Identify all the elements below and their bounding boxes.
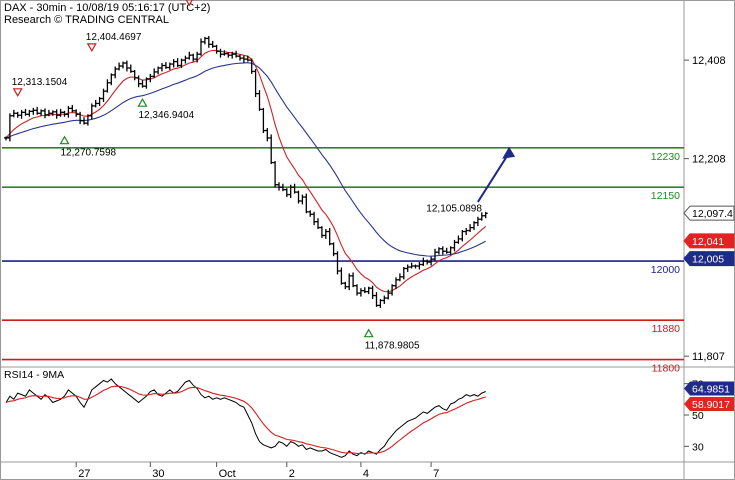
trough-label: 11,878.9805 [365,341,420,352]
trough-marker [137,97,148,107]
price-badge-label: 12,005 [692,254,724,266]
price-badge [683,233,735,249]
x-tick-label: Oct [219,468,236,480]
rsi-y-tick-label: 50 [692,410,704,422]
x-tick-label: 2 [289,468,295,480]
level-label: 12230 [651,151,680,163]
projection-arrow-head [502,146,516,159]
level-label: 11800 [652,363,681,375]
rsi-badge-label: 58.9017 [692,399,730,411]
rsi-line [5,378,486,458]
rsi-ma-line [5,385,486,455]
chart-header-source: Research © TRADING CENTRAL [4,14,169,26]
price-badge-label: 12,097.4 [692,208,733,220]
y-tick-label: 12,408 [692,55,726,67]
rsi-badge-label: 64.9851 [692,384,730,396]
x-tick-label: 4 [363,468,369,480]
peak-marker [86,43,97,53]
rsi-badge [684,397,734,412]
moving-average-slow [5,62,486,257]
peak-label: 12,404.4697 [86,32,142,43]
moving-average-fast [5,49,487,293]
x-tick-label: 27 [78,468,90,480]
level-label: 11880 [652,323,681,335]
projection-label: 12,105.0898 [426,203,482,214]
projection-arrow-shaft [477,152,510,203]
x-tick-label: 7 [433,468,439,480]
trough-marker [363,328,374,338]
rsi-panel-title: RSI14 - 9MA [4,369,64,381]
level-label: 12000 [651,264,680,276]
peak-label: 12,313.1504 [12,77,68,88]
peak-marker [12,88,23,98]
y-tick-label: 11,807 [692,351,725,363]
price-badge-label: 12,041 [692,236,724,248]
chart-header-title: DAX - 30min - 10/08/19 05:16:17 (UTC+2) [4,2,211,14]
trough-marker [59,135,70,145]
trough-label: 12,346.9404 [139,110,195,121]
price-badge [683,251,735,267]
x-tick-label: 30 [152,468,164,480]
price-badge [683,205,735,221]
trough-label: 12,270.7598 [61,148,117,159]
level-label: 12150 [651,190,680,202]
rsi-y-tick-label: 30 [692,441,704,453]
peak-marker [185,0,193,7]
y-tick-label: 12,208 [692,154,726,166]
rsi-badge [684,381,734,396]
